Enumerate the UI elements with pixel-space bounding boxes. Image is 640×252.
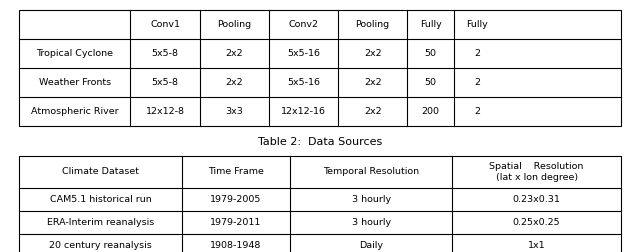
Text: 50: 50	[425, 78, 436, 87]
Text: Fully: Fully	[467, 20, 488, 29]
Text: 2: 2	[474, 78, 480, 87]
Text: 2x2: 2x2	[225, 78, 243, 87]
Text: ERA-Interim reanalysis: ERA-Interim reanalysis	[47, 218, 154, 227]
Text: 2x2: 2x2	[225, 49, 243, 58]
Text: 0.23x0.31: 0.23x0.31	[513, 195, 561, 204]
Text: Daily: Daily	[359, 241, 383, 250]
Text: Conv2: Conv2	[289, 20, 319, 29]
Text: 2: 2	[474, 107, 480, 116]
Text: Table 2:  Data Sources: Table 2: Data Sources	[258, 137, 382, 147]
Text: 0.25x0.25: 0.25x0.25	[513, 218, 561, 227]
Text: Tropical Cyclone: Tropical Cyclone	[36, 49, 113, 58]
Text: Temporal Resolution: Temporal Resolution	[323, 168, 419, 176]
Text: Time Frame: Time Frame	[208, 168, 264, 176]
Text: 5x5-8: 5x5-8	[152, 78, 179, 87]
Text: 12x12-16: 12x12-16	[281, 107, 326, 116]
Text: Weather Fronts: Weather Fronts	[39, 78, 111, 87]
Text: 200: 200	[422, 107, 440, 116]
Bar	[19, 156, 621, 252]
Text: Conv1: Conv1	[150, 20, 180, 29]
Text: 3 hourly: 3 hourly	[351, 218, 390, 227]
Text: Pooling: Pooling	[217, 20, 252, 29]
Text: 3 hourly: 3 hourly	[351, 195, 390, 204]
Text: 5x5-8: 5x5-8	[152, 49, 179, 58]
Text: 2x2: 2x2	[364, 107, 381, 116]
Text: 20 century reanalysis: 20 century reanalysis	[49, 241, 152, 250]
Text: 1908-1948: 1908-1948	[210, 241, 262, 250]
Text: 1979-2005: 1979-2005	[210, 195, 262, 204]
Text: Climate Dataset: Climate Dataset	[62, 168, 139, 176]
Text: 2x2: 2x2	[364, 49, 381, 58]
Text: 1x1: 1x1	[528, 241, 545, 250]
Text: CAM5.1 historical run: CAM5.1 historical run	[49, 195, 151, 204]
Text: 5x5-16: 5x5-16	[287, 78, 320, 87]
Text: Fully: Fully	[420, 20, 442, 29]
Text: 2x2: 2x2	[364, 78, 381, 87]
Text: Pooling: Pooling	[356, 20, 390, 29]
Text: 5x5-16: 5x5-16	[287, 49, 320, 58]
Text: 1979-2011: 1979-2011	[210, 218, 262, 227]
Text: 2: 2	[474, 49, 480, 58]
Text: 12x12-8: 12x12-8	[145, 107, 184, 116]
Text: 3x3: 3x3	[225, 107, 243, 116]
Bar	[19, 10, 621, 126]
Text: 50: 50	[425, 49, 436, 58]
Text: Spatial    Resolution
(lat x lon degree): Spatial Resolution (lat x lon degree)	[490, 162, 584, 182]
Text: Atmospheric River: Atmospheric River	[31, 107, 118, 116]
